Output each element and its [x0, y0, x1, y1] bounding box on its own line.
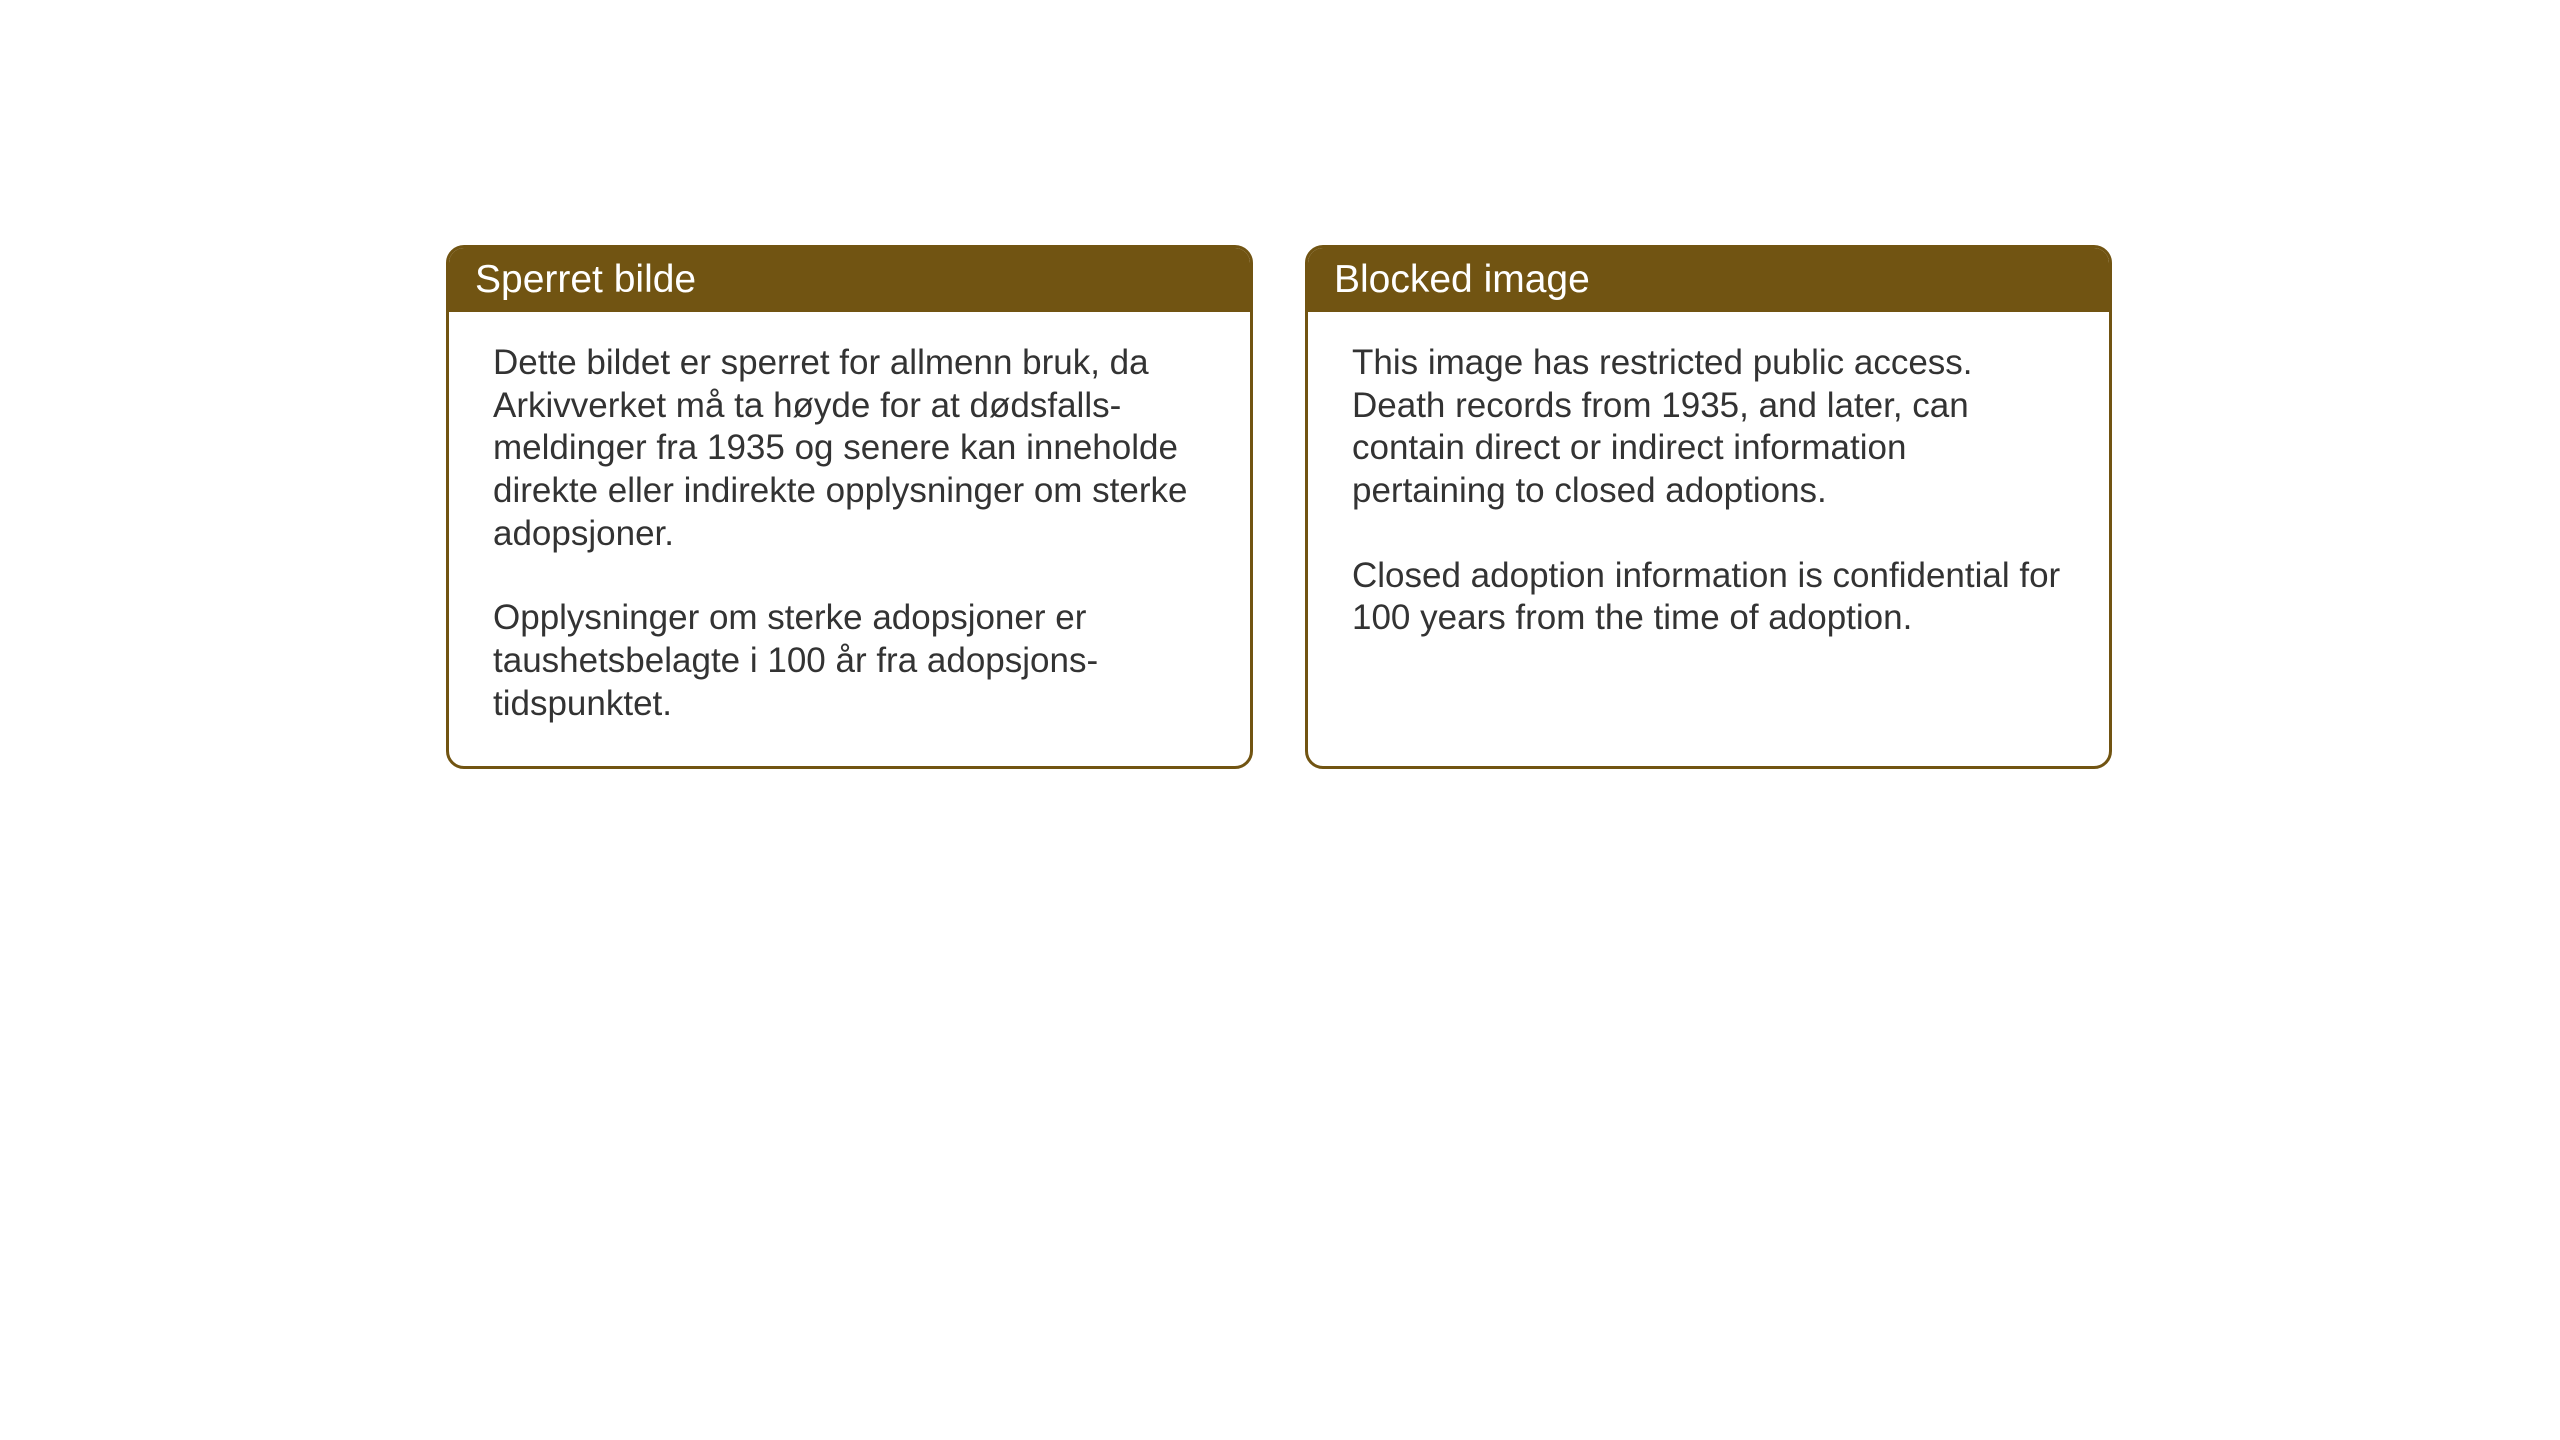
notice-title-english: Blocked image [1334, 258, 2083, 302]
notice-body-norwegian: Dette bildet er sperret for allmenn bruk… [449, 312, 1250, 766]
notice-header-norwegian: Sperret bilde [449, 248, 1250, 312]
notice-title-norwegian: Sperret bilde [475, 258, 1224, 302]
notice-box-norwegian: Sperret bilde Dette bildet er sperret fo… [446, 245, 1253, 769]
notice-paragraph-2-english: Closed adoption information is confident… [1352, 555, 2065, 640]
notice-paragraph-1-english: This image has restricted public access.… [1352, 342, 2065, 513]
notice-box-english: Blocked image This image has restricted … [1305, 245, 2112, 769]
notice-header-english: Blocked image [1308, 248, 2109, 312]
notice-paragraph-1-norwegian: Dette bildet er sperret for allmenn bruk… [493, 342, 1206, 555]
notice-body-english: This image has restricted public access.… [1308, 312, 2109, 752]
notices-container: Sperret bilde Dette bildet er sperret fo… [446, 245, 2112, 769]
notice-paragraph-2-norwegian: Opplysninger om sterke adopsjoner er tau… [493, 597, 1206, 725]
